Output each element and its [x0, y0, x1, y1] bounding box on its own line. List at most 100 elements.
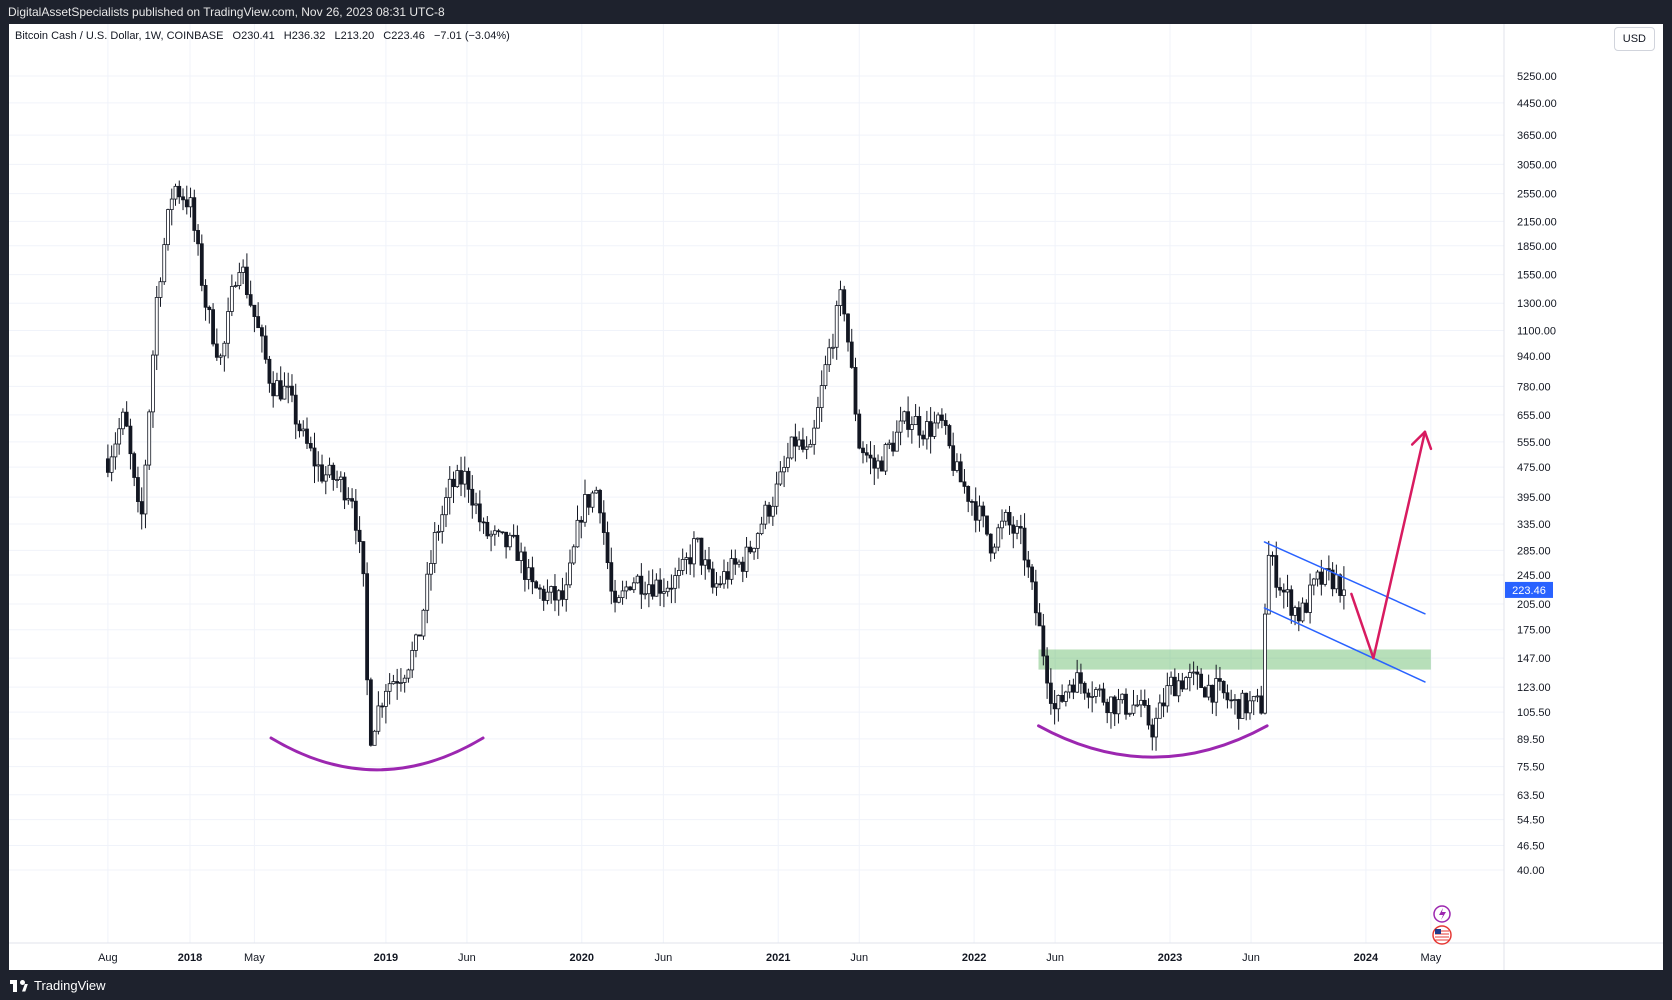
candle-body: [1007, 512, 1012, 526]
candle-body: [534, 581, 539, 589]
candle-body: [244, 266, 249, 295]
candle-body: [902, 411, 907, 422]
y-tick-label: 123.00: [1517, 682, 1551, 694]
candle-body: [598, 489, 602, 514]
x-tick-label: Jun: [654, 952, 672, 964]
candle-body: [1266, 554, 1271, 615]
last-price-label: 223.46: [1512, 585, 1546, 597]
candle-body: [714, 583, 719, 588]
candle-body: [481, 521, 486, 524]
candle-body: [132, 453, 137, 478]
candle-body: [827, 347, 832, 366]
price-chart[interactable]: 5250.00 4450.00 3650.00 3050.00 2550.00 2150.…: [9, 24, 1663, 970]
candle-body: [199, 243, 204, 286]
candle-body: [778, 471, 783, 485]
y-tick-label: 1300.00: [1517, 298, 1557, 310]
candle-body: [504, 531, 509, 548]
candle-body: [519, 551, 524, 561]
candle-body: [549, 586, 554, 593]
candle-body: [1127, 712, 1132, 715]
candle-body: [785, 457, 790, 468]
candle-body: [793, 436, 798, 447]
candle-body: [301, 428, 306, 432]
candle-body: [218, 355, 223, 358]
candle-body: [399, 682, 403, 684]
candle-body: [440, 514, 445, 532]
candle-body: [759, 523, 764, 535]
candle-body: [684, 557, 689, 560]
candle-body: [459, 470, 463, 485]
candle-body: [1315, 571, 1320, 580]
candle-body: [421, 609, 426, 637]
candle-body: [1033, 581, 1038, 614]
candle-body: [560, 590, 565, 600]
candle-body: [507, 534, 512, 548]
candle-body: [1142, 699, 1147, 706]
candle-body: [857, 413, 862, 449]
candle-body: [1195, 671, 1200, 675]
candle-body: [1101, 688, 1106, 703]
candle-body: [1079, 672, 1083, 684]
candle-body: [590, 492, 595, 508]
candle-body: [346, 498, 351, 501]
candle-body: [962, 481, 967, 487]
candle-body: [432, 532, 437, 564]
candle-body: [1018, 526, 1023, 529]
candle-body: [271, 382, 276, 397]
chart-panel[interactable]: Bitcoin Cash / U.S. Dollar, 1W, COINBASE…: [9, 24, 1663, 970]
candle-body: [635, 575, 640, 584]
candle-body: [609, 562, 614, 592]
x-tick-label: Jun: [458, 952, 476, 964]
candle-body: [1015, 526, 1019, 534]
y-tick-label: 89.50: [1517, 734, 1545, 746]
candle-body: [128, 425, 133, 455]
candle-body: [620, 590, 625, 598]
candle-body: [1338, 574, 1343, 596]
candle-body: [770, 505, 775, 517]
y-tick-label: 780.00: [1517, 381, 1551, 393]
x-tick-label: Aug: [98, 952, 118, 964]
candle-body: [169, 198, 174, 210]
candle-body: [692, 538, 696, 565]
candle-body: [819, 385, 824, 408]
candle-body: [143, 464, 148, 515]
candle-body: [188, 197, 193, 208]
footer-bar: TradingView: [0, 970, 1672, 1000]
candle-body: [1304, 602, 1309, 613]
candle-body: [894, 431, 899, 452]
candle-body: [545, 591, 550, 601]
candle-body: [462, 470, 467, 485]
candle-body: [1154, 717, 1158, 738]
candle-body: [1319, 571, 1324, 585]
candle-body: [485, 521, 490, 537]
candle-body: [1311, 578, 1316, 586]
candle-body: [628, 586, 632, 591]
rounding-bottom-arc-2018: [269, 736, 485, 772]
candle-body: [1274, 555, 1279, 588]
candle-body: [575, 519, 580, 548]
candle-body: [639, 575, 644, 595]
x-tick-label: Jun: [1242, 952, 1260, 964]
projection-arrowhead: [1423, 430, 1433, 451]
candle-body: [1030, 566, 1034, 583]
candle-body: [755, 533, 760, 549]
candle-body: [748, 546, 753, 553]
candle-body: [680, 559, 685, 571]
candle-body: [1210, 684, 1215, 703]
candle-body: [876, 460, 880, 469]
candle-body: [105, 458, 110, 473]
y-tick-label: 54.50: [1517, 815, 1545, 827]
candle-body: [909, 424, 914, 430]
candle-body: [740, 561, 745, 572]
candle-body: [763, 504, 768, 525]
candle-body: [139, 501, 144, 515]
y-tick-label: 245.00: [1517, 570, 1551, 582]
candle-body: [470, 488, 475, 506]
candle-body: [320, 464, 324, 482]
currency-button[interactable]: USD: [1613, 27, 1655, 51]
candle-body: [767, 504, 771, 517]
candle-body: [1105, 701, 1110, 714]
tradingview-logo[interactable]: TradingView: [10, 978, 106, 993]
candle-body: [1289, 589, 1294, 616]
candle-body: [263, 335, 268, 360]
